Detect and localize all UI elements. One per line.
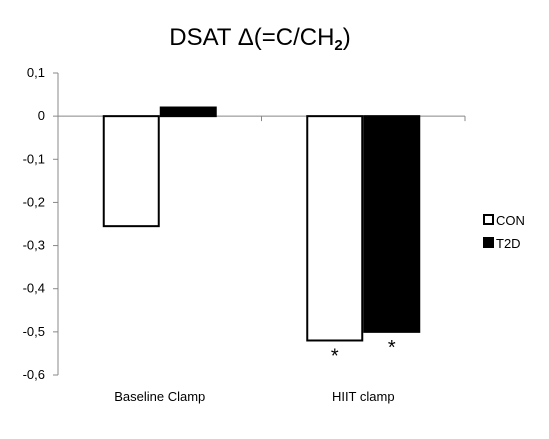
y-tick-label: 0 xyxy=(38,108,45,123)
chart-title-subscript: 2 xyxy=(334,37,342,54)
x-category-label: HIIT clamp xyxy=(332,389,395,404)
bar-con-1 xyxy=(306,115,364,342)
chart-title: DSAT Δ(=C/CH2) xyxy=(169,24,351,54)
chart-title-prefix: DSAT Δ(=C/CH xyxy=(169,24,334,51)
label-layer: Baseline Clamp * * HIIT clamp xyxy=(114,337,396,404)
legend: CON T2D xyxy=(483,213,525,251)
bar-t2d-1 xyxy=(363,115,421,333)
y-tick-label: -0,6 xyxy=(23,367,45,382)
bar-layer xyxy=(102,106,421,342)
bar-t2d-0 xyxy=(159,106,217,118)
y-tick-label: -0,2 xyxy=(23,194,45,209)
chart-title-suffix: ) xyxy=(343,24,351,51)
legend-swatch-t2d xyxy=(483,237,494,248)
x-category-label: Baseline Clamp xyxy=(114,389,205,404)
y-tick-label: -0,1 xyxy=(23,151,45,166)
y-tick-label: -0,5 xyxy=(23,324,45,339)
y-tick-label: -0,4 xyxy=(23,281,45,296)
significance-asterisk: * xyxy=(388,337,396,359)
legend-label-con: CON xyxy=(496,213,525,228)
y-tick-label: -0,3 xyxy=(23,238,45,253)
bar-con-0 xyxy=(102,115,160,228)
legend-label-t2d: T2D xyxy=(496,236,521,251)
legend-swatch-con xyxy=(483,214,494,225)
y-tick-label: 0,1 xyxy=(27,65,45,80)
significance-asterisk: * xyxy=(331,345,339,367)
